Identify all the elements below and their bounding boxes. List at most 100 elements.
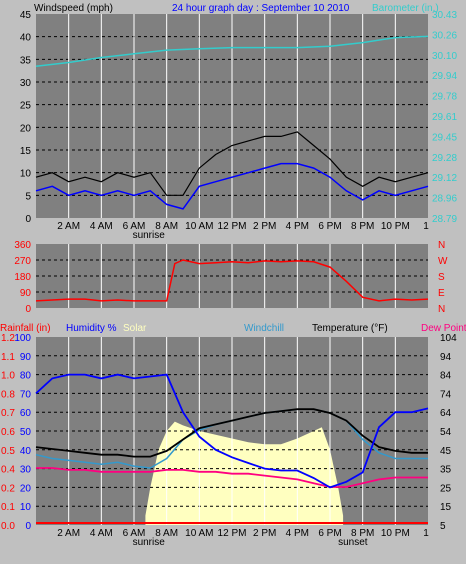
windspeed-tick-label: 30 bbox=[20, 78, 32, 89]
humidity-tick-label: 10 bbox=[20, 502, 32, 513]
temperature-tick-label: 84 bbox=[440, 371, 452, 382]
temperature-tick-label: 15 bbox=[440, 502, 452, 513]
direction-compass-tick-label: E bbox=[438, 288, 445, 299]
time-tick-label: 10 AM bbox=[185, 221, 213, 232]
direction-degree-tick-labels: 0 90 180 270 360 bbox=[14, 240, 31, 315]
barometer-tick-label: 29.45 bbox=[432, 132, 457, 143]
solar-axis-label: Solar bbox=[123, 323, 147, 334]
temperature-panel-grid bbox=[36, 337, 428, 525]
temperature-tick-labels: 5 15 25 35 45 54 64 74 84 94 104 bbox=[440, 333, 457, 532]
windspeed-tick-label: 40 bbox=[20, 33, 32, 44]
sunrise-label: sunrise bbox=[133, 230, 166, 241]
time-tick-label: 4 PM bbox=[286, 221, 309, 232]
humidity-line bbox=[35, 373, 429, 489]
direction-compass-tick-label: S bbox=[438, 272, 445, 283]
barometer-line bbox=[35, 35, 429, 67]
barometer-tick-label: 29.94 bbox=[432, 71, 457, 82]
windspeed-tick-label: 45 bbox=[20, 10, 32, 21]
dewpoint-axis-label: Dew Point bbox=[421, 323, 466, 334]
time-tick-label: 8 AM bbox=[155, 528, 178, 539]
dewpoint-line bbox=[36, 467, 428, 488]
windspeed-tick-labels: 0 5 10 15 20 25 30 35 40 45 bbox=[20, 10, 32, 225]
direction-compass-tick-label: N bbox=[438, 304, 445, 315]
time-tick-label: 2 PM bbox=[253, 528, 276, 539]
time-tick-label: 6 PM bbox=[318, 221, 341, 232]
windspeed-tick-label: 35 bbox=[20, 55, 32, 66]
barometer-tick-label: 30.26 bbox=[432, 30, 457, 41]
time-tick-label: 12 PM bbox=[218, 528, 247, 539]
temperature-line bbox=[35, 408, 428, 458]
temperature-tick-label: 64 bbox=[440, 408, 452, 419]
direction-compass-tick-label: W bbox=[438, 256, 448, 267]
rainfall-tick-labels: 0.0 0.1 0.2 0.4 0.5 0.6 0.7 0.8 1.0 1.1 1.2 bbox=[1, 333, 15, 532]
sunrise-label: sunrise bbox=[133, 537, 166, 548]
time-end-label: 1 bbox=[423, 221, 429, 232]
humidity-tick-label: 80 bbox=[20, 371, 32, 382]
humidity-tick-label: 20 bbox=[20, 483, 32, 494]
rainfall-tick-label: 1.0 bbox=[1, 371, 15, 382]
barometer-tick-label: 28.96 bbox=[432, 194, 457, 205]
barometer-tick-label: 30.10 bbox=[432, 51, 457, 62]
graph-title: 24 hour graph day : September 10 2010 bbox=[172, 3, 350, 14]
temperature-tick-label: 94 bbox=[440, 352, 452, 363]
time-tick-label: 6 PM bbox=[318, 528, 341, 539]
gust-line bbox=[35, 131, 429, 196]
barometer-axis-label: Barometer (in.) bbox=[372, 3, 439, 14]
barometer-tick-label: 30.43 bbox=[432, 10, 457, 21]
time-tick-label: 4 PM bbox=[286, 528, 309, 539]
time-tick-label: 12 PM bbox=[218, 221, 247, 232]
humidity-axis-label: Humidity % bbox=[66, 323, 117, 334]
time-tick-label: 2 AM bbox=[57, 221, 80, 232]
humidity-tick-label: 70 bbox=[20, 389, 32, 400]
temperature-tick-label: 45 bbox=[440, 446, 452, 457]
humidity-tick-label: 40 bbox=[20, 446, 32, 457]
time-tick-label: 8 AM bbox=[155, 221, 178, 232]
time-tick-label: 4 AM bbox=[90, 221, 113, 232]
time-tick-label: 2 PM bbox=[253, 221, 276, 232]
direction-degree-tick-label: 180 bbox=[14, 272, 31, 283]
humidity-tick-labels: 0 10 20 30 40 50 60 70 80 90 100 bbox=[14, 333, 31, 532]
direction-degree-tick-label: 90 bbox=[20, 288, 32, 299]
windspeed-tick-label: 25 bbox=[20, 101, 32, 112]
humidity-tick-label: 100 bbox=[14, 333, 31, 344]
windchill-axis-label: Windchill bbox=[244, 323, 284, 334]
direction-degree-tick-label: 360 bbox=[14, 240, 31, 251]
rainfall-tick-label: 0.7 bbox=[1, 408, 15, 419]
temperature-tick-label: 5 bbox=[440, 521, 446, 532]
temperature-tick-label: 35 bbox=[440, 465, 452, 476]
time-tick-label: 10 PM bbox=[381, 221, 410, 232]
barometer-tick-label: 29.12 bbox=[432, 173, 457, 184]
barometer-tick-labels: 28.79 28.96 29.12 29.28 29.45 29.61 29.78 29.94… bbox=[432, 10, 457, 225]
time-tick-label: 6 AM bbox=[123, 528, 146, 539]
temperature-axis-label: Temperature (°F) bbox=[312, 323, 388, 334]
barometer-tick-label: 28.79 bbox=[432, 214, 457, 225]
direction-compass-tick-label: N bbox=[438, 240, 445, 251]
wind-panel-series bbox=[35, 35, 429, 210]
time-tick-label: 8 PM bbox=[351, 221, 374, 232]
direction-line bbox=[35, 259, 429, 302]
windspeed-tick-label: 0 bbox=[25, 214, 31, 225]
humidity-tick-label: 30 bbox=[20, 465, 32, 476]
time-tick-label: 4 AM bbox=[90, 528, 113, 539]
rainfall-tick-label: 0.8 bbox=[1, 389, 15, 400]
humidity-tick-label: 60 bbox=[20, 408, 32, 419]
rainfall-tick-label: 1.2 bbox=[1, 333, 15, 344]
temperature-panel-series bbox=[35, 373, 429, 524]
time-tick-label: 2 AM bbox=[57, 528, 80, 539]
windspeed-tick-label: 5 bbox=[25, 191, 31, 202]
humidity-tick-label: 50 bbox=[20, 427, 32, 438]
rainfall-axis-label: Rainfall (in) bbox=[0, 323, 51, 334]
time-tick-label: 6 AM bbox=[123, 221, 146, 232]
temperature-tick-label: 104 bbox=[440, 333, 457, 344]
temperature-tick-label: 54 bbox=[440, 427, 452, 438]
sunset-label: sunset bbox=[338, 537, 368, 548]
time-axis-labels: 2 AM 4 AM 6 AM 8 AM 10 AM 12 PM 2 PM 4 PM 6 PM 8 … bbox=[57, 221, 429, 548]
rainfall-tick-label: 0.1 bbox=[1, 502, 15, 513]
direction-panel-series bbox=[35, 259, 429, 302]
rainfall-tick-label: 0.0 bbox=[1, 521, 15, 532]
time-tick-label: 10 PM bbox=[381, 528, 410, 539]
rainfall-tick-label: 0.2 bbox=[1, 483, 15, 494]
